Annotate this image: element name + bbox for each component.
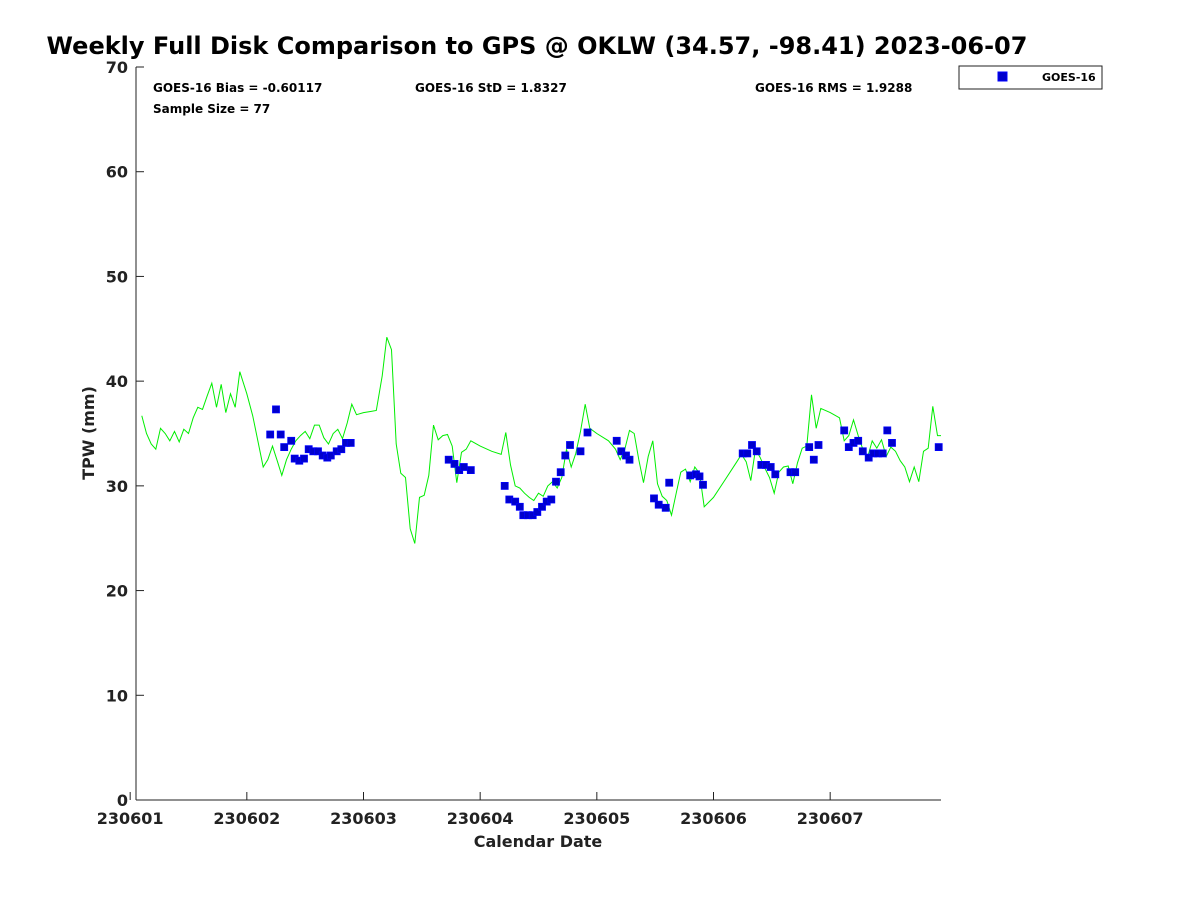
- goes16-point: [748, 441, 756, 449]
- goes16-point: [276, 430, 285, 439]
- y-tick-label: 10: [106, 686, 128, 705]
- goes16-point: [515, 502, 524, 511]
- goes16-point: [695, 472, 704, 481]
- goes16-point: [878, 449, 887, 458]
- goes16-point: [805, 443, 814, 452]
- goes16-point: [538, 502, 546, 511]
- gps-series: [141, 337, 941, 544]
- goes16-point: [326, 451, 335, 460]
- y-tick-label: 50: [106, 267, 128, 286]
- goes16-point: [743, 449, 752, 458]
- goes16-point: [766, 463, 775, 471]
- y-tick-label: 60: [106, 163, 128, 182]
- goes16-point: [287, 436, 296, 445]
- goes16-point: [650, 494, 658, 503]
- goes16-point: [583, 428, 592, 437]
- y-tick-label: 0: [117, 791, 128, 810]
- goes16-point: [814, 441, 823, 449]
- rms-stat: GOES-16 RMS = 1.9288: [755, 81, 912, 95]
- legend-box: [958, 65, 1103, 90]
- goes16-point: [844, 443, 853, 452]
- goes16-point: [272, 405, 280, 414]
- goes16-point: [533, 508, 542, 516]
- x-axis-label: Calendar Date: [474, 832, 603, 851]
- sample-size-stat: Sample Size = 77: [153, 102, 270, 116]
- goes16-point: [552, 477, 560, 486]
- goes16-point: [314, 447, 322, 456]
- goes16-point: [617, 447, 626, 456]
- goes16-point: [444, 455, 453, 464]
- goes16-point: [500, 481, 509, 490]
- x-tick-label: 230606: [680, 809, 747, 828]
- goes16-point: [934, 443, 943, 452]
- goes16-point: [771, 470, 780, 479]
- goes16-point: [556, 468, 565, 477]
- goes16-point: [888, 438, 896, 447]
- std-stat: GOES-16 StD = 1.8327: [415, 81, 567, 95]
- goes16-point: [665, 478, 674, 487]
- x-tick-label: 230601: [97, 809, 164, 828]
- goes16-point: [661, 503, 670, 512]
- goes16-point: [576, 447, 585, 456]
- goes16-point: [854, 436, 863, 445]
- y-axis-label: TPW (mm): [79, 386, 98, 480]
- goes16-point: [840, 426, 849, 435]
- goes16-point: [699, 480, 707, 489]
- goes16-series: [266, 405, 943, 520]
- goes16-point: [883, 426, 892, 435]
- goes16-point: [280, 443, 289, 452]
- y-tick-label: 30: [106, 477, 128, 496]
- goes16-point: [791, 468, 800, 477]
- legend-goes16-marker: [997, 71, 1008, 82]
- goes16-point: [612, 436, 621, 445]
- goes16-point: [459, 463, 468, 471]
- goes16-point: [752, 447, 761, 456]
- x-axis-ticks: 230601 230602 230603 230604 230605 230606 2306…: [97, 792, 864, 828]
- y-tick-label: 20: [106, 582, 128, 601]
- goes16-point: [450, 459, 459, 468]
- chart-title: Weekly Full Disk Comparison to GPS @ OKL…: [47, 32, 1028, 60]
- legend-goes16-label: GOES-16: [1042, 71, 1096, 84]
- goes16-point: [300, 454, 308, 463]
- goes16-point: [809, 455, 818, 464]
- goes16-point: [625, 455, 634, 464]
- x-tick-label: 230602: [213, 809, 280, 828]
- goes16-point: [466, 466, 475, 475]
- legend: GOES-16: [958, 65, 1103, 90]
- goes16-point: [566, 441, 574, 449]
- goes16-point: [346, 438, 355, 447]
- y-axis-ticks: 0 10 20 30 40 50 60 70: [106, 58, 144, 810]
- goes16-point: [547, 495, 556, 504]
- x-tick-label: 230604: [447, 809, 514, 828]
- x-tick-label: 230607: [797, 809, 864, 828]
- x-tick-label: 230605: [563, 809, 630, 828]
- goes16-point: [511, 497, 520, 506]
- goes16-point: [858, 447, 867, 456]
- goes16-point: [561, 451, 570, 460]
- x-tick-label: 230603: [330, 809, 397, 828]
- goes16-point: [266, 430, 275, 439]
- bias-stat: GOES-16 Bias = -0.60117: [153, 81, 322, 95]
- y-tick-label: 70: [106, 58, 128, 77]
- gps-tpw-line: [141, 337, 941, 544]
- goes16-point: [337, 445, 346, 454]
- goes16-point: [654, 500, 663, 509]
- y-tick-label: 40: [106, 372, 128, 391]
- goes16-point: [864, 453, 873, 462]
